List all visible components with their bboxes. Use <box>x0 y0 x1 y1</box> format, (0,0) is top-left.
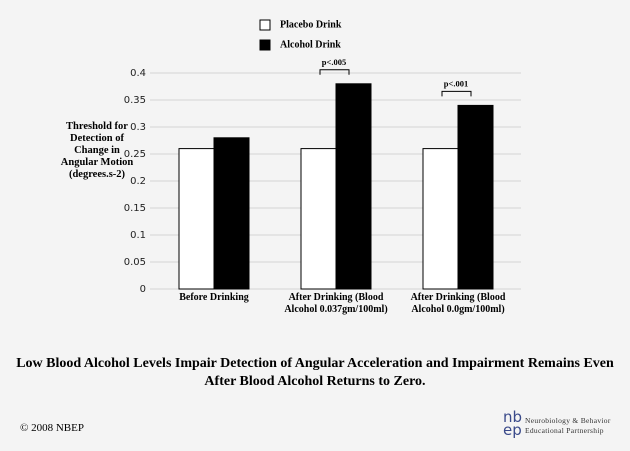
y-tick-label: 0.05 <box>124 257 146 268</box>
legend-label: Alcohol Drink <box>280 39 341 50</box>
y-axis-label: Threshold for Detection of Change in Ang… <box>60 121 134 180</box>
bar <box>300 148 337 290</box>
bar <box>457 104 494 290</box>
significance-label: p<.001 <box>444 78 468 88</box>
x-tick-label: After Drinking (Blood Alcohol 0.037gm/10… <box>284 292 388 315</box>
x-tick-label: Before Drinking <box>179 292 249 303</box>
y-tick-label: 0.25 <box>124 149 146 160</box>
organization-line: Educational Partnership <box>525 426 604 435</box>
legend-label: Placebo Drink <box>280 19 342 30</box>
significance-bracket <box>319 69 350 75</box>
organization: Neurobiology & Behavior Educational Part… <box>525 416 611 436</box>
bar <box>178 148 215 290</box>
chart-title: Low Blood Alcohol Levels Impair Detectio… <box>16 356 614 389</box>
y-tick-label: 0.35 <box>124 95 146 106</box>
logo-top: nb <box>503 408 523 426</box>
organization-line: Neurobiology & Behavior <box>525 416 611 425</box>
y-tick-label: 0.1 <box>130 230 146 241</box>
logo: nb ep <box>503 408 523 439</box>
bar <box>422 148 459 290</box>
legend-swatch <box>259 39 271 51</box>
copyright: © 2008 NBEP <box>20 422 84 434</box>
y-tick-label: 0.4 <box>130 68 146 79</box>
bar <box>213 137 250 290</box>
logo-bottom: ep <box>503 421 522 439</box>
significance-bracket <box>441 90 472 97</box>
x-tick-label: After Drinking (Blood Alcohol 0.0gm/100m… <box>410 292 506 315</box>
y-tick-label: 0.2 <box>130 176 146 187</box>
significance-label: p<.005 <box>322 57 346 67</box>
y-tick-label: 0 <box>140 284 146 295</box>
bar <box>335 83 372 290</box>
legend-swatch <box>259 19 271 31</box>
y-tick-label: 0.15 <box>124 203 146 214</box>
y-tick-label: 0.3 <box>130 122 146 133</box>
